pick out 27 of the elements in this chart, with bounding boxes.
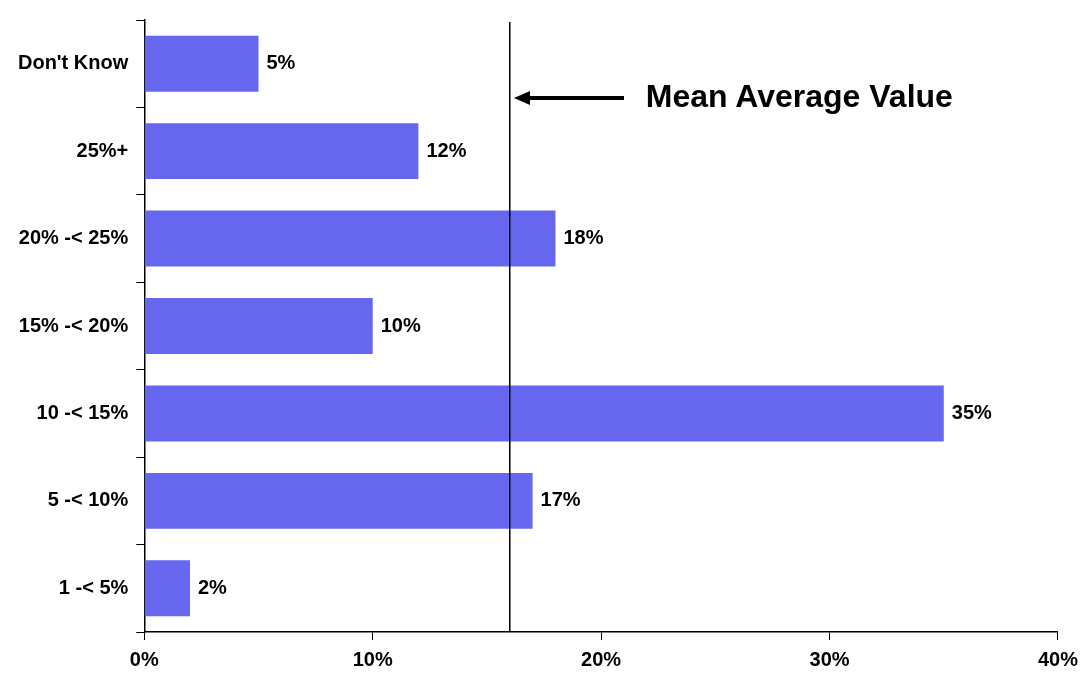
bar bbox=[144, 385, 944, 442]
y-tick-label: 20% -< 25% bbox=[18, 226, 129, 249]
y-tick-label: 1 -< 5% bbox=[58, 575, 129, 598]
y-tick-label: 5 -< 10% bbox=[47, 488, 129, 511]
x-tick-label: 40% bbox=[1037, 647, 1079, 670]
y-tick-label: 15% -< 20% bbox=[18, 313, 129, 336]
x-tick-label: 10% bbox=[352, 647, 393, 670]
y-tick-label: Don't Know bbox=[17, 51, 129, 74]
data-label: 35% bbox=[951, 400, 993, 423]
data-label: 18% bbox=[563, 226, 604, 249]
y-tick-label: 10 -< 15% bbox=[36, 400, 129, 423]
x-tick-label: 0% bbox=[129, 647, 159, 670]
data-label: 5% bbox=[266, 51, 296, 74]
ref-line-label: Mean Average Value bbox=[645, 77, 953, 114]
bar bbox=[144, 298, 373, 354]
bar bbox=[144, 123, 419, 180]
bar bbox=[144, 35, 259, 92]
bar bbox=[144, 472, 533, 529]
data-label: 12% bbox=[426, 138, 467, 161]
x-tick-label: 30% bbox=[809, 647, 850, 670]
data-label: 2% bbox=[197, 575, 228, 598]
bar bbox=[144, 560, 190, 617]
data-label: 17% bbox=[540, 488, 581, 511]
data-label: 10% bbox=[380, 313, 421, 336]
x-tick-label: 20% bbox=[581, 647, 622, 670]
y-tick-label: 25%+ bbox=[76, 138, 129, 161]
bar bbox=[144, 210, 556, 267]
